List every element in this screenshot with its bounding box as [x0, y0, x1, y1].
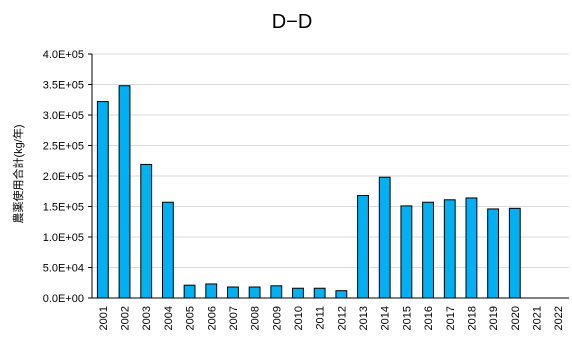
x-tick-labels: 2001 2002 2003 2004 2005 2006 2007 2008 2009 2010…: [98, 306, 565, 330]
x-tick-label: 2003: [141, 306, 153, 330]
bar-2010: [293, 288, 304, 298]
bar-2007: [228, 287, 239, 298]
bar-2008: [249, 287, 260, 298]
y-tick-label: 5.0E+04: [43, 263, 84, 275]
x-tick-label: 2001: [98, 306, 110, 330]
x-tick-label: 2019: [488, 306, 500, 330]
y-tick-label: 3.0E+05: [43, 110, 84, 122]
x-tick-label: 2020: [510, 306, 522, 330]
bar-2015: [401, 206, 412, 298]
bar-2001: [97, 102, 108, 298]
x-tick-label: 2016: [423, 306, 435, 330]
x-tick-label: 2017: [445, 306, 457, 330]
bar-2002: [119, 86, 130, 298]
chart-title: D−D: [272, 11, 313, 33]
bar-2014: [379, 177, 390, 298]
bar-2006: [206, 284, 217, 298]
x-tick-label: 2014: [380, 306, 392, 330]
bar-2017: [444, 200, 455, 298]
x-tick-label: 2013: [358, 306, 370, 330]
bar-2012: [336, 291, 347, 298]
x-tick-label: 2011: [315, 306, 327, 330]
x-tick-label: 2015: [401, 306, 413, 330]
y-tick-label: 2.0E+05: [43, 171, 84, 183]
x-tick-label: 2002: [120, 306, 132, 330]
bars: [97, 86, 520, 298]
y-axis-label: 農薬使用合計(kg/年): [11, 125, 25, 224]
x-tick-label: 2004: [163, 306, 175, 330]
bar-2004: [162, 202, 173, 298]
bar-2011: [314, 288, 325, 298]
bar-2013: [358, 196, 369, 298]
x-tick-label: 2018: [466, 306, 478, 330]
x-tick-label: 2007: [228, 306, 240, 330]
bar-2020: [509, 208, 520, 298]
y-tick-label: 1.5E+05: [43, 202, 84, 214]
bar-2018: [466, 198, 477, 298]
y-tick-label: 2.5E+05: [43, 141, 84, 153]
x-tick-label: 2008: [250, 306, 262, 330]
y-tick-label: 1.0E+05: [43, 232, 84, 244]
x-tick-label: 2022: [553, 306, 565, 330]
bar-2019: [488, 209, 499, 298]
y-tick-labels: 0.0E+00 5.0E+04 1.0E+05 1.5E+05 2.0E+05 2.5E+…: [43, 49, 92, 305]
y-tick-label: 0.0E+00: [43, 293, 84, 305]
x-tick-label: 2006: [206, 306, 218, 330]
y-tick-label: 3.5E+05: [43, 80, 84, 92]
x-tick-label: 2010: [293, 306, 305, 330]
x-tick-label: 2005: [185, 306, 197, 330]
bar-2009: [271, 286, 282, 298]
bar-2016: [423, 202, 434, 298]
bar-2005: [184, 285, 195, 298]
x-tick-label: 2021: [531, 306, 543, 330]
bar-2003: [141, 164, 152, 298]
x-tick-label: 2009: [271, 306, 283, 330]
y-tick-label: 4.0E+05: [43, 49, 84, 61]
x-tick-label: 2012: [336, 306, 348, 330]
